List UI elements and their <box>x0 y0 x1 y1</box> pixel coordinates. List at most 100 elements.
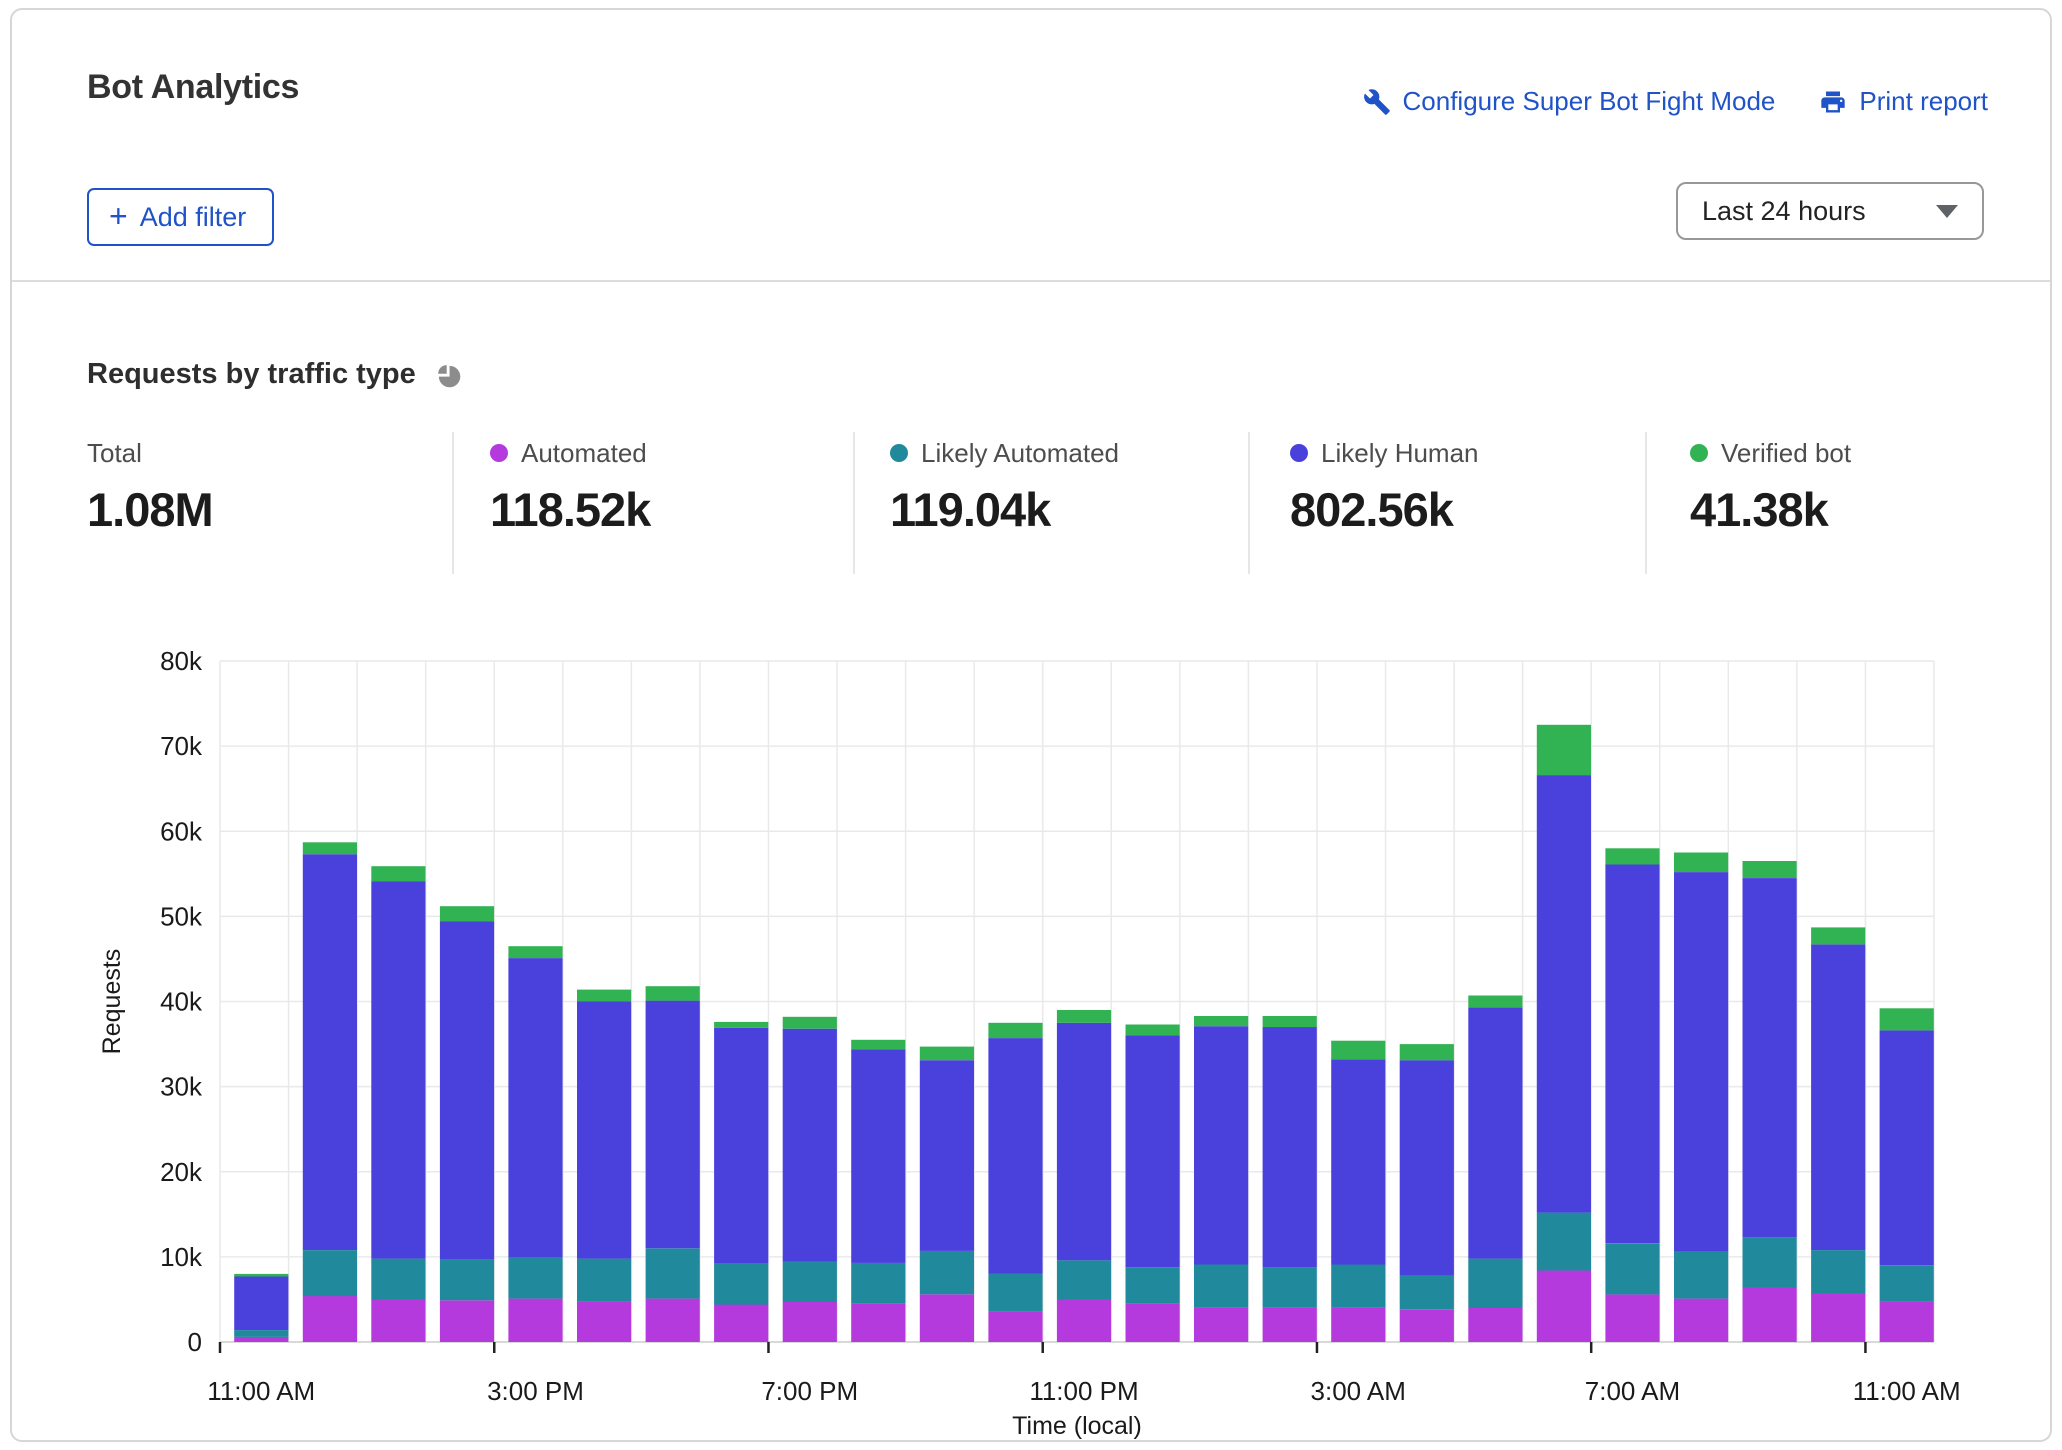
bar-segment-automated[interactable] <box>988 1311 1043 1342</box>
bar-segment-automated[interactable] <box>851 1303 906 1342</box>
bar-segment-likely-human[interactable] <box>1879 1030 1934 1266</box>
bar-segment-likely-automated[interactable] <box>1605 1243 1660 1295</box>
time-range-dropdown[interactable]: Last 24 hours <box>1676 182 1984 240</box>
bar-segment-automated[interactable] <box>782 1302 837 1342</box>
bar-segment-likely-human[interactable] <box>1536 775 1591 1213</box>
configure-super-bot-fight-mode-link[interactable]: Configure Super Bot Fight Mode <box>1363 86 1775 117</box>
bar-segment-likely-automated[interactable] <box>1262 1267 1317 1308</box>
bar-segment-likely-automated[interactable] <box>1811 1250 1866 1294</box>
bar-segment-likely-automated[interactable] <box>851 1262 906 1304</box>
bar-segment-likely-automated[interactable] <box>919 1250 974 1295</box>
bar-segment-likely-automated[interactable] <box>234 1330 289 1337</box>
bar-segment-verified-bot[interactable] <box>1742 861 1797 878</box>
bar-segment-automated[interactable] <box>1331 1308 1386 1342</box>
bar-segment-likely-human[interactable] <box>1605 864 1660 1244</box>
bar-segment-verified-bot[interactable] <box>1056 1010 1112 1023</box>
bar-segment-likely-human[interactable] <box>371 881 426 1259</box>
bar-segment-verified-bot[interactable] <box>782 1016 837 1029</box>
requests-chart[interactable]: 0 10k 20k 30k 40k 50k 60k 70k 80k 11:00 AM 3:00 PM… <box>12 10 2062 1450</box>
bar-segment-likely-human[interactable] <box>919 1060 974 1251</box>
bar-segment-automated[interactable] <box>371 1299 426 1342</box>
bar-segment-likely-human[interactable] <box>508 958 563 1258</box>
bar-segment-likely-human[interactable] <box>1399 1060 1454 1276</box>
bar-segment-likely-automated[interactable] <box>782 1262 837 1302</box>
bar-segment-likely-human[interactable] <box>1194 1026 1249 1265</box>
bar-segment-verified-bot[interactable] <box>645 986 700 1001</box>
bar-segment-automated[interactable] <box>1605 1294 1660 1342</box>
bar-segment-likely-human[interactable] <box>988 1038 1043 1274</box>
bar-segment-likely-automated[interactable] <box>1399 1275 1454 1310</box>
bar-segment-likely-human[interactable] <box>577 1001 632 1259</box>
bar-segment-verified-bot[interactable] <box>988 1022 1043 1039</box>
add-filter-button[interactable]: + Add filter <box>87 188 275 246</box>
bar-segment-likely-automated[interactable] <box>988 1273 1043 1312</box>
bar-segment-verified-bot[interactable] <box>302 842 357 855</box>
bar-segment-automated[interactable] <box>1674 1298 1729 1342</box>
bar-segment-verified-bot[interactable] <box>1331 1040 1386 1060</box>
bar-segment-verified-bot[interactable] <box>1811 927 1866 945</box>
bar-segment-verified-bot[interactable] <box>1879 1008 1934 1031</box>
bar-segment-likely-human[interactable] <box>234 1276 289 1331</box>
bar-segment-likely-automated[interactable] <box>645 1248 700 1299</box>
bar-segment-automated[interactable] <box>508 1298 563 1342</box>
bar-segment-likely-human[interactable] <box>1742 878 1797 1238</box>
bar-segment-likely-automated[interactable] <box>1194 1264 1249 1308</box>
bar-segment-likely-human[interactable] <box>714 1027 769 1264</box>
bar-segment-likely-human[interactable] <box>1056 1022 1112 1261</box>
bar-segment-likely-human[interactable] <box>1331 1059 1386 1265</box>
bar-segment-verified-bot[interactable] <box>1125 1024 1180 1036</box>
bar-segment-likely-automated[interactable] <box>1536 1212 1591 1271</box>
bar-segment-likely-automated[interactable] <box>371 1258 426 1300</box>
bar-segment-verified-bot[interactable] <box>1536 724 1591 775</box>
bar-segment-automated[interactable] <box>1811 1293 1866 1343</box>
bar-segment-likely-automated[interactable] <box>577 1258 632 1302</box>
bar-segment-verified-bot[interactable] <box>919 1046 974 1061</box>
bar-segment-verified-bot[interactable] <box>439 906 495 922</box>
bar-segment-verified-bot[interactable] <box>234 1273 289 1277</box>
bar-segment-verified-bot[interactable] <box>508 946 563 959</box>
bar-segment-likely-automated[interactable] <box>1674 1251 1729 1299</box>
bar-segment-automated[interactable] <box>1879 1301 1934 1342</box>
bar-segment-automated[interactable] <box>1194 1307 1249 1342</box>
bar-segment-likely-automated[interactable] <box>1468 1258 1523 1308</box>
bar-segment-likely-human[interactable] <box>1811 944 1866 1251</box>
bar-segment-likely-automated[interactable] <box>1879 1265 1934 1302</box>
bar-segment-verified-bot[interactable] <box>371 866 426 882</box>
bar-segment-verified-bot[interactable] <box>1194 1016 1249 1027</box>
bar-segment-automated[interactable] <box>1262 1307 1317 1342</box>
bar-segment-automated[interactable] <box>919 1294 974 1342</box>
bar-segment-automated[interactable] <box>302 1296 357 1342</box>
bar-segment-likely-automated[interactable] <box>1742 1237 1797 1288</box>
bar-segment-likely-human[interactable] <box>1468 1007 1523 1259</box>
bar-segment-likely-human[interactable] <box>645 1000 700 1249</box>
bar-segment-verified-bot[interactable] <box>1262 1016 1317 1028</box>
bar-segment-verified-bot[interactable] <box>577 989 632 1002</box>
bar-segment-likely-human[interactable] <box>1674 872 1729 1252</box>
bar-segment-verified-bot[interactable] <box>1674 852 1729 873</box>
bar-segment-automated[interactable] <box>645 1298 700 1342</box>
bar-segment-likely-human[interactable] <box>302 854 357 1250</box>
bar-segment-likely-automated[interactable] <box>302 1250 357 1297</box>
bar-segment-verified-bot[interactable] <box>851 1039 906 1050</box>
bar-segment-automated[interactable] <box>234 1336 289 1342</box>
bar-segment-likely-automated[interactable] <box>714 1263 769 1305</box>
bar-segment-likely-automated[interactable] <box>1331 1264 1386 1308</box>
bar-segment-automated[interactable] <box>1536 1270 1591 1343</box>
bar-segment-likely-automated[interactable] <box>439 1259 495 1301</box>
bar-segment-verified-bot[interactable] <box>1399 1044 1454 1061</box>
bar-segment-likely-human[interactable] <box>851 1049 906 1263</box>
bar-segment-automated[interactable] <box>1468 1308 1523 1342</box>
bar-segment-verified-bot[interactable] <box>1605 848 1660 865</box>
bar-segment-likely-automated[interactable] <box>1056 1260 1112 1300</box>
bar-segment-likely-human[interactable] <box>1262 1027 1317 1268</box>
print-report-link[interactable]: Print report <box>1819 86 1988 117</box>
bar-segment-verified-bot[interactable] <box>714 1021 769 1028</box>
bar-segment-automated[interactable] <box>439 1300 495 1342</box>
bar-segment-automated[interactable] <box>1125 1303 1180 1342</box>
bar-segment-automated[interactable] <box>577 1301 632 1342</box>
bar-segment-likely-human[interactable] <box>782 1028 837 1262</box>
bar-segment-automated[interactable] <box>714 1304 769 1343</box>
bar-segment-likely-automated[interactable] <box>1125 1267 1180 1304</box>
bar-segment-likely-automated[interactable] <box>508 1257 563 1299</box>
bar-segment-automated[interactable] <box>1742 1287 1797 1343</box>
